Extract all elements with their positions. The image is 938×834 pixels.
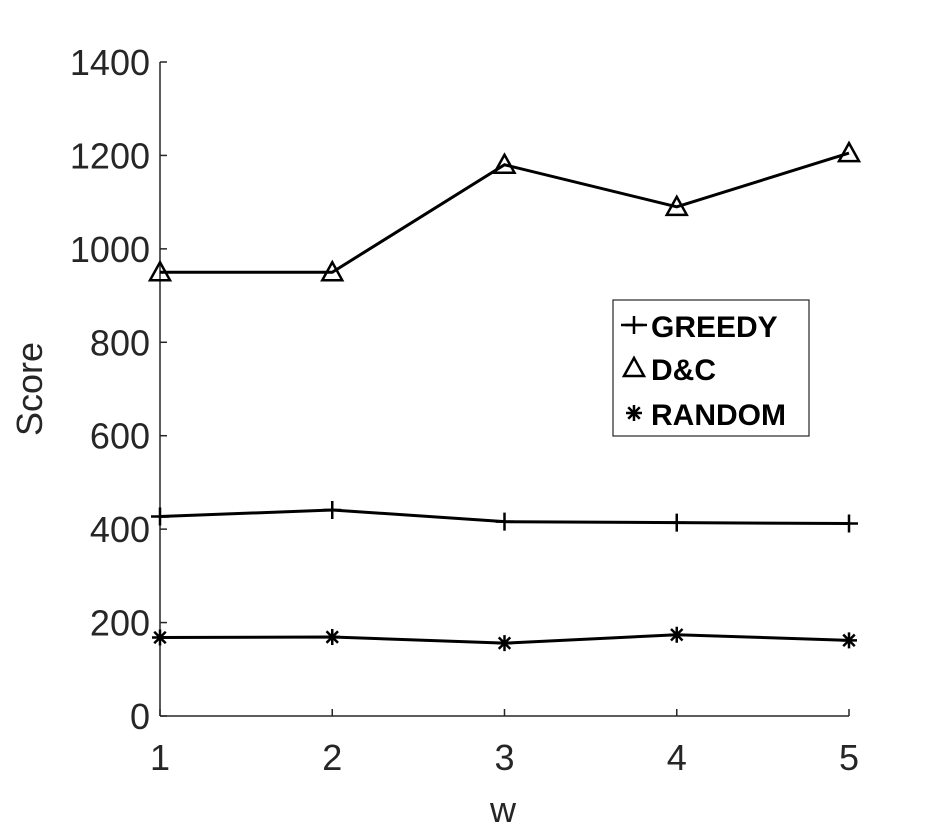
data-point-greedy	[840, 514, 858, 533]
y-tick-label: 1200	[70, 135, 150, 176]
x-tick-label: 1	[150, 737, 170, 778]
series-layer	[147, 140, 862, 652]
series-line-d-c	[160, 151, 850, 274]
data-point-d-c	[664, 194, 689, 217]
data-point-greedy	[323, 500, 342, 519]
ticks: 0 200 400 600 800 1000 1200 1400 1 2 3 4 5	[70, 42, 859, 778]
y-axis-title: Score	[9, 342, 50, 436]
x-tick-label: 5	[839, 737, 859, 778]
legend-label-random: RANDOM	[651, 399, 786, 432]
y-tick-label: 1400	[70, 42, 150, 83]
x-tick-label: 4	[667, 737, 687, 778]
data-point-random	[496, 635, 513, 652]
legend-marker-d-c	[621, 355, 647, 378]
legend-label-d-c: D&C	[651, 354, 716, 387]
x-axis-title: w	[489, 789, 517, 830]
legend-label-greedy: GREEDY	[651, 311, 778, 344]
data-point-random	[152, 629, 168, 646]
y-tick-label: 200	[90, 603, 150, 644]
legend-box	[612, 299, 810, 437]
data-point-d-c	[492, 152, 517, 175]
legend: GREEDY D&C RANDOM	[612, 299, 810, 437]
data-point-d-c	[836, 140, 862, 163]
x-tick-label: 2	[322, 737, 342, 778]
data-point-greedy	[151, 507, 169, 526]
y-tick-label: 400	[90, 509, 150, 550]
data-point-random	[324, 629, 341, 646]
legend-marker-random	[626, 405, 642, 421]
data-point-random	[668, 626, 685, 643]
data-point-d-c	[147, 259, 173, 282]
data-point-greedy	[667, 513, 686, 532]
x-tick-label: 3	[494, 737, 514, 778]
data-point-random	[841, 632, 857, 649]
data-point-greedy	[495, 512, 514, 531]
y-tick-label: 1000	[70, 229, 150, 270]
y-tick-label: 0	[130, 696, 150, 737]
legend-items: GREEDY D&C RANDOM	[621, 311, 786, 432]
y-tick-label: 600	[90, 416, 150, 457]
y-tick-label: 800	[90, 322, 150, 363]
data-point-d-c	[320, 259, 345, 282]
